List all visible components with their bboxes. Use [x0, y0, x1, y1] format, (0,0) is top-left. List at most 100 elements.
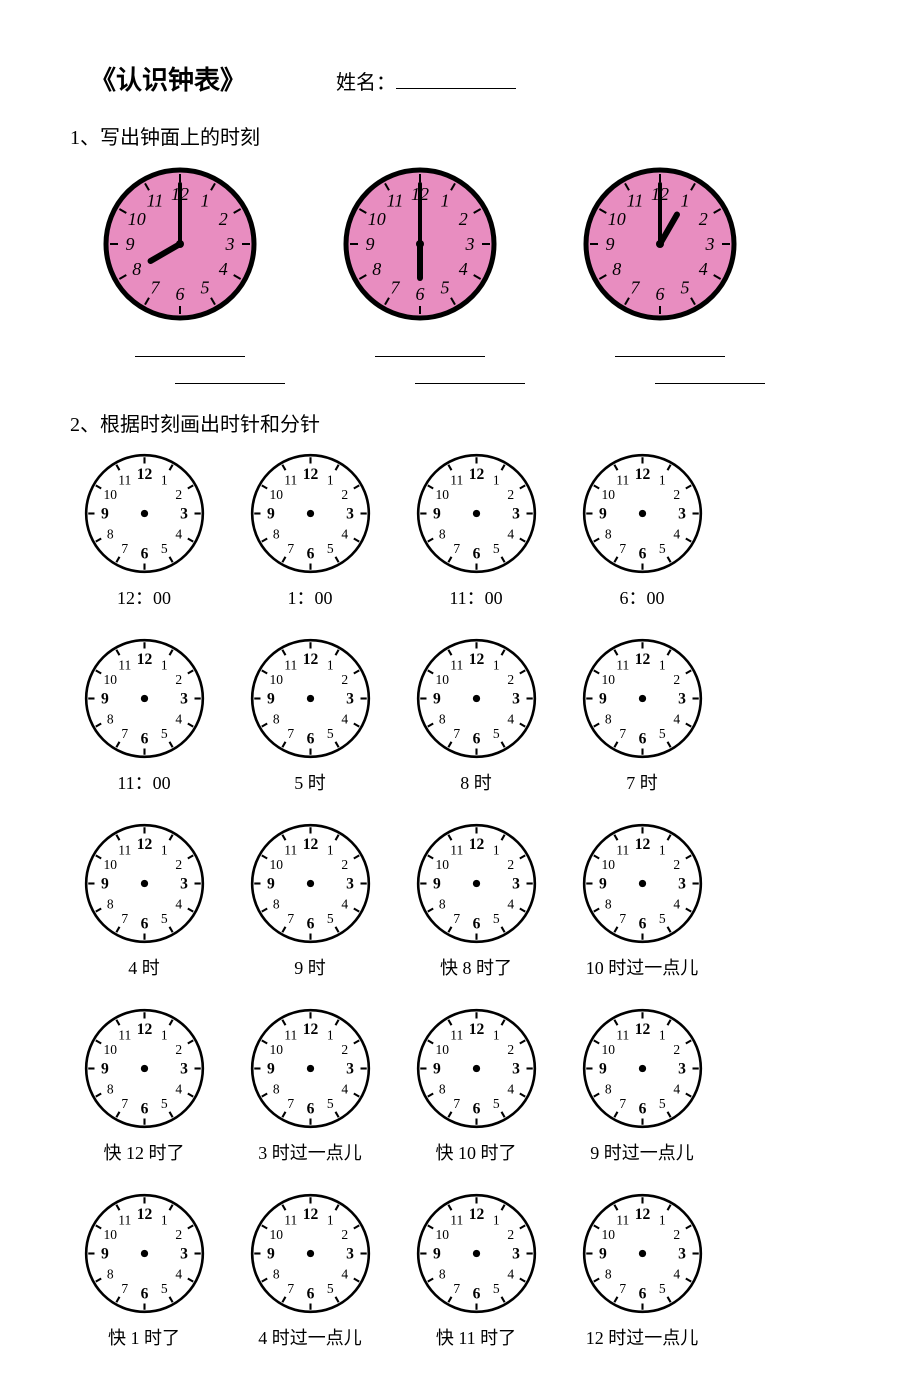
svg-text:6: 6	[656, 284, 665, 304]
svg-text:10: 10	[269, 857, 283, 872]
svg-text:4: 4	[341, 897, 348, 912]
svg-text:6: 6	[140, 730, 148, 747]
svg-text:3: 3	[512, 876, 520, 893]
svg-text:10: 10	[128, 209, 146, 229]
svg-text:11: 11	[118, 657, 131, 672]
svg-text:11: 11	[118, 1027, 131, 1042]
svg-text:11: 11	[118, 842, 131, 857]
svg-text:3: 3	[346, 1246, 354, 1263]
answer-blank[interactable]	[655, 361, 765, 384]
svg-text:4: 4	[507, 527, 514, 542]
clock-cell: 1234567891011125 时	[240, 636, 380, 795]
svg-text:7: 7	[619, 1096, 626, 1111]
blank-clock-icon: 123456789101112	[248, 451, 373, 576]
svg-text:3: 3	[225, 234, 235, 254]
svg-text:2: 2	[175, 1227, 182, 1242]
svg-text:1: 1	[326, 1027, 333, 1042]
clock-cell: 1234567891011124 时	[74, 821, 214, 980]
svg-text:3: 3	[465, 234, 475, 254]
svg-text:4: 4	[175, 897, 182, 912]
svg-text:10: 10	[435, 487, 449, 502]
answer-blank[interactable]	[375, 334, 485, 357]
clock-cell: 1234567891011127 时	[572, 636, 712, 795]
svg-text:11: 11	[450, 657, 463, 672]
svg-text:9: 9	[101, 1061, 109, 1078]
svg-text:3: 3	[705, 234, 715, 254]
clock-cell: 123456789101112快 1 时了	[74, 1191, 214, 1350]
svg-text:11: 11	[450, 1212, 463, 1227]
svg-text:9: 9	[599, 1246, 607, 1263]
svg-text:1: 1	[658, 1027, 665, 1042]
svg-text:2: 2	[341, 1042, 348, 1057]
svg-text:1: 1	[441, 191, 450, 211]
clock-label: 4 时	[128, 954, 160, 980]
pink-clock-icon: 123456789101112	[100, 164, 260, 324]
svg-text:2: 2	[673, 857, 680, 872]
answer-blank[interactable]	[615, 334, 725, 357]
svg-text:12: 12	[136, 466, 152, 483]
svg-text:8: 8	[106, 1082, 113, 1097]
svg-text:1: 1	[326, 842, 333, 857]
svg-text:9: 9	[599, 876, 607, 893]
clock-label: 11：00	[117, 769, 170, 795]
svg-text:10: 10	[103, 1042, 117, 1057]
clock-label: 12 时过一点儿	[586, 1324, 699, 1350]
svg-text:9: 9	[101, 1246, 109, 1263]
pink-clock-icon: 123456789101112	[340, 164, 500, 324]
blank-clock-icon: 123456789101112	[580, 821, 705, 946]
svg-text:3: 3	[180, 1061, 188, 1078]
svg-text:8: 8	[604, 1267, 611, 1282]
svg-text:6: 6	[306, 545, 314, 562]
answer-blank[interactable]	[415, 361, 525, 384]
svg-text:5: 5	[441, 277, 450, 297]
clock-cell: 1234567891011128 时	[406, 636, 546, 795]
svg-text:5: 5	[326, 541, 333, 556]
svg-text:12: 12	[634, 466, 650, 483]
svg-text:5: 5	[658, 911, 665, 926]
svg-text:10: 10	[103, 672, 117, 687]
svg-text:7: 7	[287, 541, 294, 556]
svg-text:2: 2	[175, 1042, 182, 1057]
svg-text:2: 2	[673, 1227, 680, 1242]
svg-text:7: 7	[619, 541, 626, 556]
worksheet-title: 《认识钟表》	[90, 60, 246, 97]
blank-clock-icon: 123456789101112	[82, 451, 207, 576]
svg-text:10: 10	[103, 857, 117, 872]
svg-text:8: 8	[438, 712, 445, 727]
clock-cell: 123456789101112快 12 时了	[74, 1006, 214, 1165]
svg-text:5: 5	[681, 277, 690, 297]
svg-text:3: 3	[346, 876, 354, 893]
clock-label: 12：00	[117, 584, 171, 610]
svg-text:6: 6	[472, 1285, 480, 1302]
svg-text:7: 7	[453, 726, 460, 741]
blank-clock-icon: 123456789101112	[248, 1191, 373, 1316]
svg-text:5: 5	[326, 1281, 333, 1296]
svg-text:11: 11	[450, 472, 463, 487]
svg-text:4: 4	[673, 712, 680, 727]
answer-blank[interactable]	[175, 361, 285, 384]
svg-text:1: 1	[326, 657, 333, 672]
svg-text:2: 2	[673, 672, 680, 687]
svg-text:1: 1	[492, 657, 499, 672]
blank-clock-icon: 123456789101112	[82, 1006, 207, 1131]
header-row: 《认识钟表》 姓名：	[90, 60, 850, 97]
svg-text:8: 8	[106, 897, 113, 912]
svg-text:1: 1	[160, 1027, 167, 1042]
svg-text:12: 12	[468, 1021, 484, 1038]
svg-text:3: 3	[512, 1061, 520, 1078]
clock-label: 6：00	[620, 584, 665, 610]
svg-text:11: 11	[616, 657, 629, 672]
svg-text:8: 8	[272, 1267, 279, 1282]
svg-text:5: 5	[492, 1281, 499, 1296]
name-blank[interactable]	[396, 70, 516, 89]
answer-blank[interactable]	[135, 334, 245, 357]
svg-text:12: 12	[136, 1021, 152, 1038]
svg-text:6: 6	[638, 730, 646, 747]
svg-text:8: 8	[272, 527, 279, 542]
svg-text:10: 10	[435, 857, 449, 872]
svg-text:11: 11	[616, 1212, 629, 1227]
name-label: 姓名：	[336, 72, 396, 94]
clock-label: 快 11 时了	[436, 1324, 516, 1350]
svg-text:6: 6	[140, 915, 148, 932]
svg-text:5: 5	[160, 541, 167, 556]
